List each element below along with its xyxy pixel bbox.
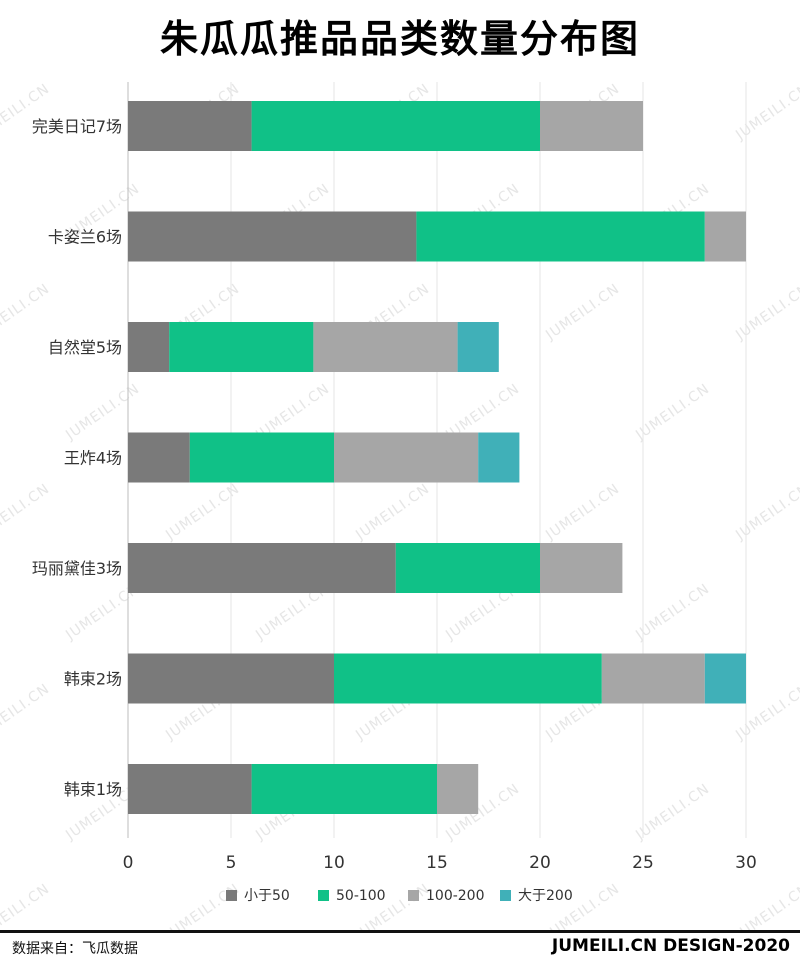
bar-segment — [704, 653, 746, 704]
bar-segment — [478, 432, 520, 483]
watermark-text: JUMEILI.CN — [732, 281, 800, 344]
watermark-text: JUMEILI.CN — [162, 881, 242, 930]
category-label: 自然堂5场 — [48, 338, 122, 357]
bar-segment — [189, 432, 334, 483]
bar-segment — [416, 211, 705, 262]
watermark-text: JUMEILI.CN — [632, 781, 712, 844]
x-tick-label: 10 — [323, 853, 345, 873]
legend-label: 大于200 — [518, 888, 573, 904]
bar-segment — [601, 653, 705, 704]
stacked-bar-chart: JUMEILI.CN JUMEILI.CNJUMEILI.CNJUMEILI.CN… — [0, 81, 800, 930]
x-tick-label: 5 — [226, 853, 237, 873]
x-tick-label: 15 — [426, 853, 448, 873]
bar-segment — [251, 764, 437, 814]
category-label: 完美日记7场 — [32, 117, 122, 136]
x-tick-label: 25 — [632, 853, 654, 873]
x-tick-label: 30 — [735, 853, 757, 873]
watermark-text: JUMEILI.CN — [542, 281, 622, 344]
bar-segment — [128, 322, 170, 372]
bar-segment — [334, 432, 479, 483]
bar-segment — [128, 101, 252, 151]
bar-segment — [395, 543, 540, 593]
category-label: 卡姿兰6场 — [48, 228, 122, 247]
x-axis-ticks: 0 5 10 15 20 25 30 — [123, 853, 757, 873]
data-source: 数据来自：飞瓜数据 — [12, 941, 138, 957]
legend-swatch — [408, 890, 419, 901]
bar-segment — [169, 322, 314, 372]
legend-swatch — [318, 890, 329, 901]
category-label: 玛丽黛佳3场 — [32, 559, 122, 578]
watermark-text: JUMEILI.CN — [352, 481, 432, 544]
legend-label: 小于50 — [244, 888, 290, 904]
category-label: 韩束1场 — [64, 780, 122, 799]
bar-segment — [437, 764, 479, 814]
x-tick-label: 20 — [529, 853, 551, 873]
legend-label: 100-200 — [426, 888, 485, 904]
bar-segment — [540, 101, 643, 151]
bar-segment — [704, 211, 746, 262]
x-tick-label: 0 — [123, 853, 134, 873]
watermark-text: JUMEILI.CN — [542, 481, 622, 544]
watermark-text: JUMEILI.CN — [0, 481, 53, 544]
bar-segment — [128, 764, 252, 814]
watermark-text: JUMEILI.CN — [0, 281, 53, 344]
brand-credit: JUMEILI.CN DESIGN-2020 — [551, 936, 790, 956]
chart-title: 朱瓜瓜推品品类数量分布图 — [159, 17, 640, 61]
watermark-text: JUMEILI.CN — [732, 481, 800, 544]
bar-segment — [313, 322, 458, 372]
bar-segment — [128, 653, 334, 704]
bar-segment — [128, 432, 190, 483]
legend-swatch — [500, 890, 511, 901]
footer-divider — [0, 930, 800, 933]
legend-label: 50-100 — [336, 888, 386, 904]
category-label: 王炸4场 — [64, 449, 122, 468]
watermark-text: JUMEILI.CN — [0, 881, 53, 930]
bar-segment — [540, 543, 623, 593]
legend: 小于50 50-100 100-200 大于200 — [226, 888, 573, 904]
watermark-text: JUMEILI.CN — [632, 381, 712, 444]
watermark-text: JUMEILI.CN — [0, 681, 53, 744]
bar-segment — [128, 543, 396, 593]
legend-swatch — [226, 890, 237, 901]
bar-segment — [334, 653, 602, 704]
bar-segment — [457, 322, 499, 372]
bar-segment — [128, 211, 417, 262]
watermark-text: JUMEILI.CN — [732, 81, 800, 144]
watermark-text: JUMEILI.CN — [732, 881, 800, 930]
category-label: 韩束2场 — [64, 670, 122, 689]
bar-segment — [251, 101, 540, 151]
watermark-text: JUMEILI.CN — [632, 581, 712, 644]
bars-group — [128, 101, 746, 814]
